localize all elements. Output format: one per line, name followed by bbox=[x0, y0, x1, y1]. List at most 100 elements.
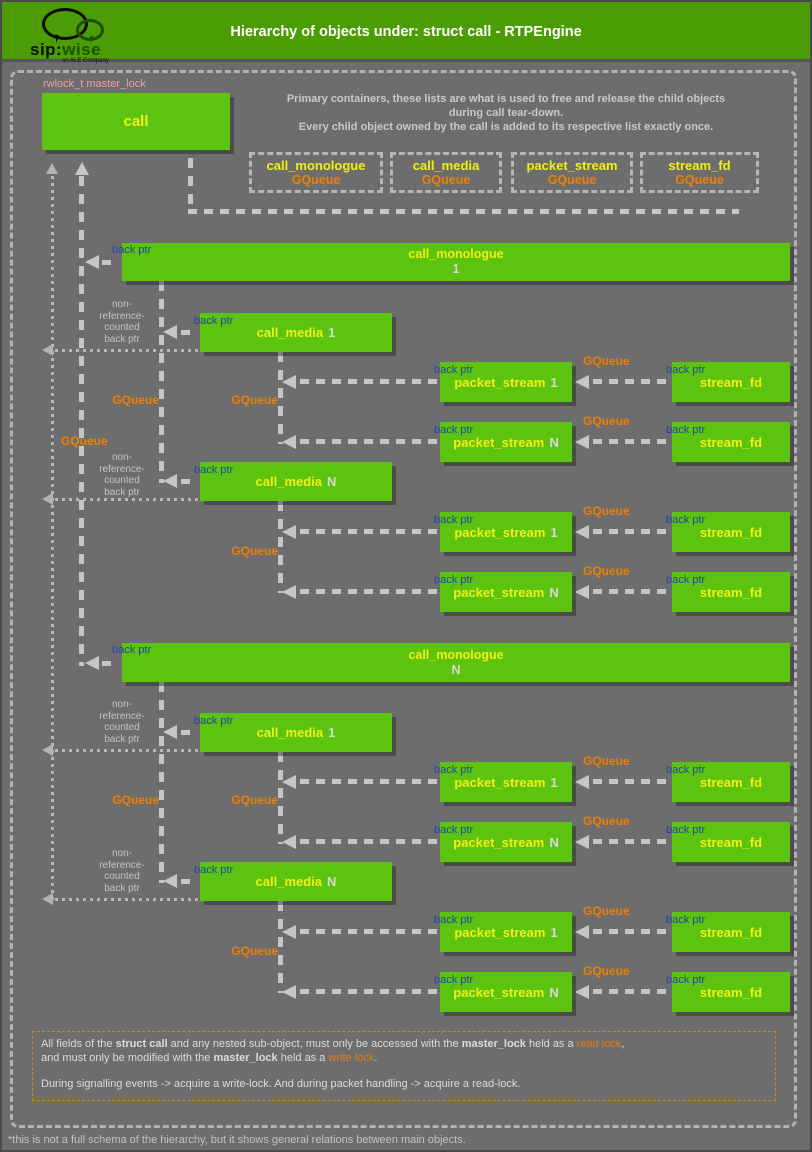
read-lock-text: read lock bbox=[576, 1038, 622, 1050]
monologue1-media-gqueue-line bbox=[159, 281, 164, 483]
mediaN-stream-gqueue-line bbox=[278, 501, 283, 593]
node-label: stream_fd bbox=[699, 434, 763, 450]
arrow-left-icon bbox=[575, 585, 589, 599]
stream-fd-box: stream_fd bbox=[672, 512, 790, 552]
arrow-left-icon bbox=[575, 775, 589, 789]
arrow-left-icon bbox=[282, 835, 296, 849]
gqueue-label-fd: GQueue bbox=[583, 754, 630, 768]
arrow-up-nonref-chain-icon bbox=[46, 163, 58, 174]
nonref-backptr-label: non-reference-counted back ptr bbox=[99, 452, 145, 498]
stream-fd-box: stream_fd bbox=[672, 822, 790, 862]
node-index: N bbox=[549, 984, 559, 1000]
back-ptr-label: back ptr bbox=[666, 514, 706, 526]
back-ptr-label: back ptr bbox=[434, 364, 474, 376]
packet-stream-1-box: packet_stream 1 bbox=[440, 362, 572, 402]
arrow-left-icon bbox=[85, 255, 99, 269]
node-index: 1 bbox=[328, 725, 336, 740]
backptr-dash bbox=[102, 260, 114, 265]
call-box-label: call bbox=[123, 113, 149, 130]
fd-backptr-dash bbox=[593, 989, 670, 994]
diagram-outer-border bbox=[10, 70, 797, 1128]
nonref-dotted-line bbox=[48, 749, 200, 752]
fd-backptr-dash bbox=[593, 839, 670, 844]
gqueue-label-media-chain: GQueue bbox=[112, 793, 159, 807]
backptr-dash bbox=[181, 479, 194, 484]
notes-spacer bbox=[41, 1065, 767, 1078]
arrow-left-icon bbox=[282, 375, 296, 389]
gqueue-label-fd: GQueue bbox=[583, 564, 630, 578]
fd-backptr-dash bbox=[593, 529, 670, 534]
back-ptr-label: back ptr bbox=[194, 715, 234, 727]
container-type: GQueue bbox=[291, 172, 341, 187]
arrow-left-icon bbox=[282, 985, 296, 999]
arrow-left-icon bbox=[575, 525, 589, 539]
arrow-left-dotted-icon bbox=[42, 744, 53, 756]
arrow-left-icon bbox=[282, 775, 296, 789]
container-type: GQueue bbox=[421, 172, 471, 187]
back-ptr-label: back ptr bbox=[194, 864, 234, 876]
fd-backptr-dash bbox=[593, 379, 670, 384]
fd-backptr-dash bbox=[593, 439, 670, 444]
write-lock-text: write lock bbox=[328, 1051, 375, 1064]
container-name: call_media bbox=[412, 157, 480, 173]
stream-backptr-dash bbox=[300, 439, 438, 444]
node-index: 1 bbox=[452, 262, 460, 276]
monologue-gqueue-chain-line bbox=[79, 176, 84, 666]
stream-fd-box: stream_fd bbox=[672, 572, 790, 612]
stream-backptr-dash bbox=[300, 929, 438, 934]
arrow-left-icon bbox=[163, 725, 177, 739]
call-media-1-box: call_media 1 bbox=[200, 713, 392, 752]
master-lock-label: rwlock_t master_lock bbox=[43, 78, 146, 90]
arrow-left-icon bbox=[575, 985, 589, 999]
gqueue-label-fd: GQueue bbox=[583, 964, 630, 978]
gqueue-label-fd: GQueue bbox=[583, 904, 630, 918]
media1b-stream-gqueue-line bbox=[278, 752, 283, 844]
container-name: packet_stream bbox=[526, 157, 618, 173]
gqueue-label-stream-chain: GQueue bbox=[231, 544, 278, 558]
header-bar: sip:wise an ALE Company Hierarchy of obj… bbox=[2, 2, 810, 64]
node-label: call_monologue bbox=[408, 247, 504, 261]
logo-wordmark: sip:wise bbox=[30, 40, 101, 60]
primary-note-line1: Primary containers, these lists are what… bbox=[286, 93, 726, 105]
container-name: call_monologue bbox=[266, 157, 366, 173]
back-ptr-label: back ptr bbox=[666, 914, 706, 926]
container-type: GQueue bbox=[675, 172, 724, 187]
node-index: N bbox=[327, 874, 337, 889]
stream-fd-box: stream_fd bbox=[672, 972, 790, 1012]
packet-stream-n-box: packet_stream N bbox=[440, 422, 572, 462]
gqueue-label-fd: GQueue bbox=[583, 814, 630, 828]
back-ptr-label: back ptr bbox=[666, 574, 706, 586]
call-media-1-box: call_media 1 bbox=[200, 313, 392, 352]
arrow-left-icon bbox=[282, 525, 296, 539]
node-index: N bbox=[327, 474, 337, 489]
backptr-dash bbox=[102, 661, 114, 666]
back-ptr-label: back ptr bbox=[194, 464, 234, 476]
container-call-media-gqueue: call_media GQueue bbox=[390, 152, 502, 193]
stream-backptr-dash bbox=[300, 589, 438, 594]
node-index: N bbox=[549, 434, 559, 450]
gqueue-label-fd: GQueue bbox=[583, 504, 630, 518]
connector-call-to-containers-vertical bbox=[188, 158, 193, 210]
back-ptr-label: back ptr bbox=[666, 824, 706, 836]
arrow-left-icon bbox=[163, 874, 177, 888]
node-index: 1 bbox=[550, 774, 558, 790]
back-ptr-label: back ptr bbox=[666, 424, 706, 436]
packet-stream-1-box: packet_stream 1 bbox=[440, 912, 572, 952]
node-label: packet_stream bbox=[453, 434, 545, 450]
connector-call-to-containers-horizontal bbox=[188, 209, 739, 214]
arrow-left-dotted-icon bbox=[42, 344, 53, 356]
node-label: stream_fd bbox=[699, 374, 763, 390]
node-label: packet_stream bbox=[453, 584, 545, 600]
arrow-left-dotted-icon bbox=[42, 493, 53, 505]
arrow-left-icon bbox=[575, 835, 589, 849]
nonref-backptr-label: non-reference-counted back ptr bbox=[99, 699, 145, 745]
node-label: stream_fd bbox=[699, 524, 763, 540]
back-ptr-label: back ptr bbox=[434, 764, 474, 776]
stream-fd-box: stream_fd bbox=[672, 362, 790, 402]
logo-subtitle: an ALE Company bbox=[62, 58, 109, 64]
back-ptr-label: back ptr bbox=[434, 514, 474, 526]
node-label: packet_stream bbox=[454, 924, 546, 940]
node-label: call_monologue bbox=[408, 647, 504, 662]
gqueue-label-fd: GQueue bbox=[583, 354, 630, 368]
container-name: stream_fd bbox=[668, 157, 731, 173]
